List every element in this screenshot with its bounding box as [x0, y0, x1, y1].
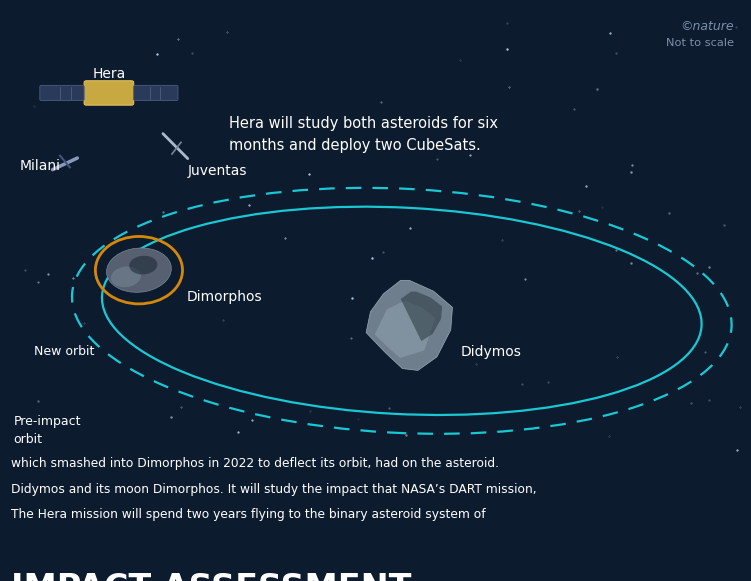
- Text: The Hera mission will spend two years flying to the binary asteroid system of: The Hera mission will spend two years fl…: [11, 508, 486, 521]
- FancyBboxPatch shape: [40, 85, 84, 101]
- Text: Milani: Milani: [20, 159, 61, 173]
- Text: which smashed into Dimorphos in 2022 to deflect its orbit, had on the asteroid.: which smashed into Dimorphos in 2022 to …: [11, 457, 499, 470]
- Ellipse shape: [111, 267, 141, 287]
- Text: Didymos: Didymos: [461, 345, 522, 360]
- Text: New orbit: New orbit: [34, 345, 94, 358]
- Text: Pre-impact
orbit: Pre-impact orbit: [14, 415, 81, 446]
- Text: Juventas: Juventas: [188, 164, 247, 178]
- Text: Not to scale: Not to scale: [665, 38, 734, 48]
- Text: Hera will study both asteroids for six
months and deploy two CubeSats.: Hera will study both asteroids for six m…: [229, 116, 498, 153]
- Polygon shape: [401, 292, 442, 341]
- FancyBboxPatch shape: [84, 81, 134, 105]
- FancyBboxPatch shape: [134, 85, 178, 101]
- Text: Dimorphos: Dimorphos: [187, 290, 262, 304]
- Text: Didymos and its moon Dimorphos. It will study the impact that NASA’s DART missio: Didymos and its moon Dimorphos. It will …: [11, 483, 537, 496]
- Text: Hera: Hera: [92, 67, 125, 81]
- Text: ©nature: ©nature: [680, 20, 734, 33]
- Ellipse shape: [107, 248, 171, 292]
- Ellipse shape: [129, 256, 158, 274]
- Polygon shape: [375, 300, 436, 358]
- Polygon shape: [366, 281, 452, 371]
- Text: IMPACT ASSESSMENT: IMPACT ASSESSMENT: [11, 572, 412, 581]
